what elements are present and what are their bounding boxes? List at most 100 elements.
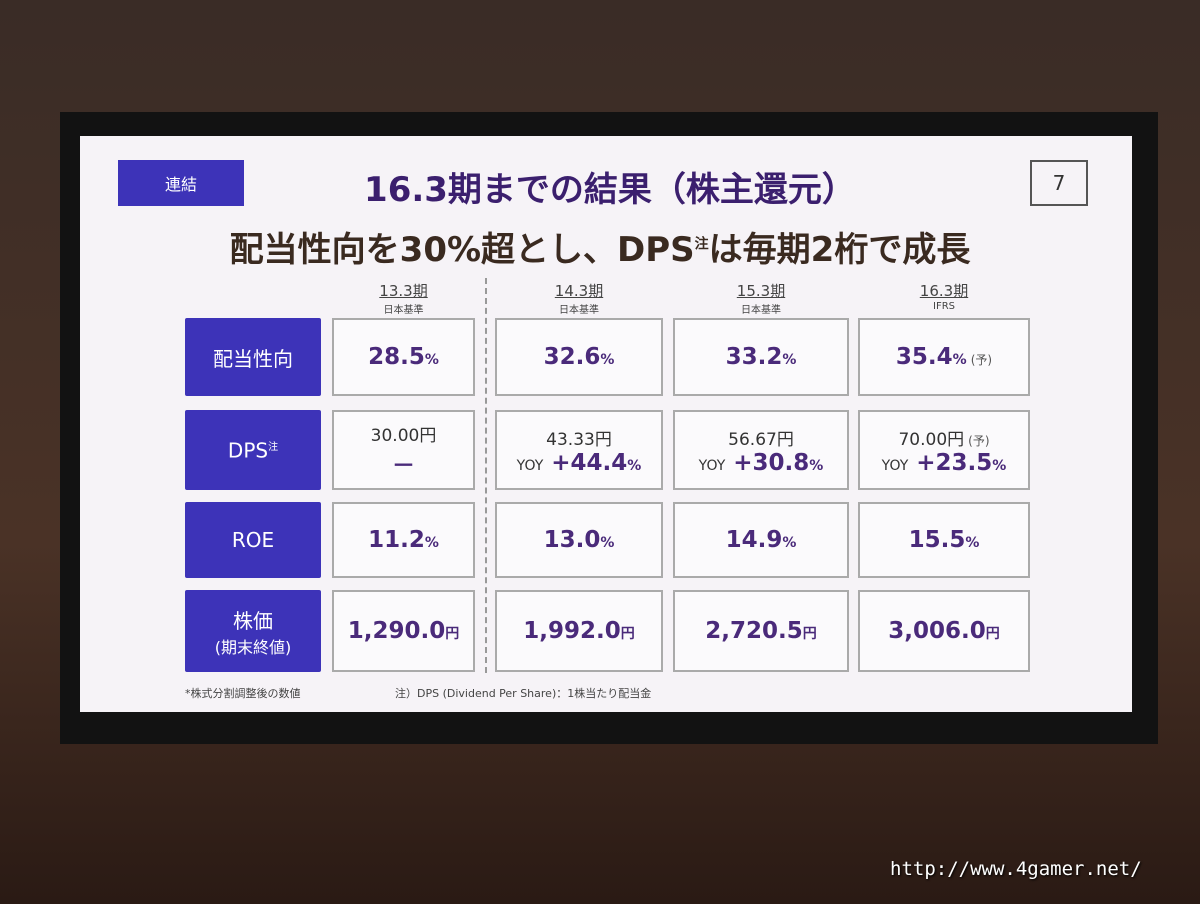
price-line: 70.00円 (予) — [898, 425, 989, 450]
period: 14.3期 — [554, 282, 604, 300]
value: 33.2 — [725, 344, 783, 370]
cell: 2,720.5円 — [673, 590, 849, 672]
value-line: 14.9% — [726, 527, 797, 553]
row-label-text: 配当性向 — [213, 343, 293, 372]
price-line: 43.33円 — [546, 425, 612, 450]
cell: 3,006.0円 — [858, 590, 1030, 672]
label: 配当性向 — [213, 346, 293, 371]
unit: % — [600, 535, 615, 551]
row-label-text: 株価 — [233, 605, 273, 634]
tag: 連結 — [118, 160, 244, 206]
value-line: 1,290.0円 — [348, 618, 460, 644]
yoy-line: YOY +30.8% — [699, 450, 824, 476]
value: 15.5 — [908, 527, 966, 553]
period: 13.3期 — [379, 282, 428, 300]
footnote: *株式分割調整後の数値 — [185, 687, 301, 700]
yoy-label: YOY — [881, 457, 909, 474]
cell: 35.4% (予) — [858, 318, 1030, 396]
value: 14.9 — [725, 527, 783, 553]
unit: % — [965, 535, 980, 551]
yoy-line: YOY +23.5% — [882, 450, 1007, 476]
value-line: 35.4% (予) — [896, 344, 992, 370]
watermark: http://www.4gamer.net/ — [890, 858, 1142, 880]
cell: 70.00円 (予) YOY +23.5% — [858, 410, 1030, 490]
cell: 43.33円 YOY +44.4% — [495, 410, 663, 490]
yoy-line: YOY +44.4% — [517, 450, 642, 476]
price: 30.00円 — [370, 425, 437, 446]
column-header: 14.3期日本基準 — [495, 280, 663, 316]
period: 15.3期 — [736, 282, 786, 300]
value: 3,006.0 — [888, 618, 986, 644]
cell: 1,290.0円 — [332, 590, 475, 672]
value: 1,992.0 — [523, 618, 621, 644]
price: 70.00円 — [898, 429, 965, 450]
standard: 日本基準 — [741, 305, 781, 316]
yoy-label: YOY — [698, 457, 726, 474]
value-line: 3,006.0円 — [888, 618, 1000, 644]
unit: % — [782, 535, 797, 551]
yoy: +44.4 — [551, 449, 628, 476]
subtitle: 配当性向を30%超とし、DPS注は毎期2桁で成長 — [160, 222, 1040, 271]
unit: % — [992, 457, 1007, 474]
value: 35.4 — [895, 344, 953, 370]
price-line: 56.67円 — [728, 425, 794, 450]
yoy: +23.5 — [916, 449, 993, 476]
cell: 33.2% — [673, 318, 849, 396]
column-header: 16.3期 IFRS — [858, 280, 1030, 312]
column-header: 15.3期日本基準 — [673, 280, 849, 316]
unit: % — [952, 352, 967, 368]
divider — [485, 278, 487, 673]
unit: % — [782, 352, 797, 368]
yoy: － — [392, 452, 415, 479]
value-line: 15.5% — [909, 527, 980, 553]
yoy-label: YOY — [516, 457, 544, 474]
value-line: 13.0% — [544, 527, 615, 553]
row-label: DPS注 — [185, 410, 321, 490]
value: 32.6 — [543, 344, 601, 370]
cell: 30.00円 － — [332, 410, 475, 490]
unit: % — [424, 535, 439, 551]
value: 1,290.0 — [347, 618, 446, 644]
label-sub: (期末終値) — [214, 637, 292, 657]
subtitle-rest: は毎期2桁で成長 — [708, 230, 971, 270]
label-note: 注 — [268, 441, 279, 453]
value: 2,720.5 — [705, 618, 803, 644]
row-label-text: DPS注 — [227, 438, 279, 463]
cell: 11.2% — [332, 502, 475, 578]
price: 43.33円 — [546, 429, 612, 450]
unit: 円 — [985, 626, 1000, 642]
period: 16.3期 — [919, 282, 969, 300]
value: 13.0 — [543, 527, 601, 553]
note: (予) — [968, 433, 990, 448]
unit: 円 — [620, 626, 635, 642]
slide-title: 16.3期までの結果（株主還元） — [364, 170, 856, 210]
standard: 日本基準 — [559, 305, 599, 316]
value: 28.5 — [368, 344, 425, 370]
page-number: 7 — [1030, 160, 1088, 206]
subtitle-note: 注 — [694, 236, 709, 253]
yoy-line: － — [392, 446, 415, 480]
standard: 日本基準 — [383, 305, 424, 316]
subtitle-main: 配当性向を30%超とし、DPS — [229, 230, 695, 270]
value-line: 11.2% — [368, 527, 439, 553]
value-line: 33.2% — [726, 344, 797, 370]
yoy: +30.8 — [733, 449, 810, 476]
cell: 13.0% — [495, 502, 663, 578]
cell: 28.5% — [332, 318, 475, 396]
column-header: 13.3期日本基準 — [332, 280, 475, 316]
value: 11.2 — [368, 527, 425, 553]
price: 56.67円 — [728, 429, 794, 450]
cell: 56.67円 YOY +30.8% — [673, 410, 849, 490]
cell: 32.6% — [495, 318, 663, 396]
price-line: 30.00円 — [371, 421, 437, 446]
cell: 14.9% — [673, 502, 849, 578]
value-line: 1,992.0円 — [523, 618, 635, 644]
label: DPS — [227, 438, 269, 463]
row-label-text: ROE — [232, 528, 274, 552]
label: 株価 — [233, 608, 273, 633]
unit: % — [424, 352, 439, 368]
unit: % — [627, 457, 642, 474]
footnote: 注）DPS (Dividend Per Share)：1株当たり配当金 — [395, 687, 652, 700]
note: (予) — [970, 353, 993, 367]
